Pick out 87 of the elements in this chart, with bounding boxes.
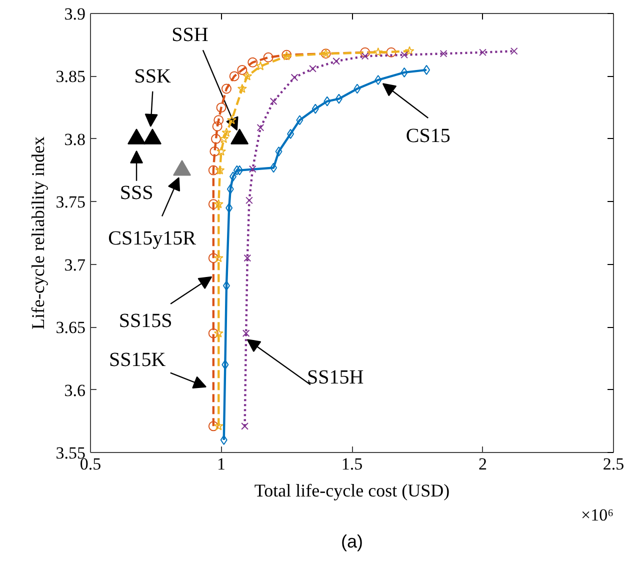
point xyxy=(211,134,222,144)
point xyxy=(386,47,396,58)
point xyxy=(226,202,233,213)
point xyxy=(216,146,226,156)
point xyxy=(246,196,253,204)
point xyxy=(332,57,340,65)
point xyxy=(241,422,248,430)
y-tick-label: 3.8 xyxy=(64,130,86,149)
point xyxy=(208,328,218,338)
point xyxy=(324,96,331,106)
point xyxy=(214,115,224,126)
y-tick-label: 3.85 xyxy=(56,67,86,86)
y-tick-label: 3.6 xyxy=(64,380,86,400)
point xyxy=(233,165,240,176)
y-tick-label: 3.75 xyxy=(56,192,86,212)
annotation: SSH xyxy=(172,24,208,46)
x-axis-title: Total life-cycle cost (USD) xyxy=(254,480,450,500)
y-axis-title: Life-cycle reliability index xyxy=(28,136,48,330)
point xyxy=(214,253,224,262)
point xyxy=(212,121,222,132)
point xyxy=(237,84,247,93)
point xyxy=(221,84,232,94)
point xyxy=(237,64,248,75)
annotation: CS15 xyxy=(406,124,450,147)
point xyxy=(360,47,370,58)
point xyxy=(244,254,252,262)
point xyxy=(214,328,224,338)
point xyxy=(222,280,230,291)
x-tick-label: 2 xyxy=(478,454,487,474)
point xyxy=(296,115,304,126)
point xyxy=(275,146,282,156)
point xyxy=(400,67,408,78)
point xyxy=(404,46,414,56)
y-tick-label: 3.7 xyxy=(64,255,86,274)
point xyxy=(208,165,218,176)
point xyxy=(361,52,369,60)
point xyxy=(256,124,264,132)
point xyxy=(510,47,518,55)
annotation: SS15K xyxy=(109,348,166,371)
point xyxy=(222,128,232,137)
x-tick-label: 2.5 xyxy=(602,454,624,474)
y-tick-label: 3.65 xyxy=(56,318,86,338)
point xyxy=(215,165,225,174)
point xyxy=(214,199,224,208)
x-tick-label: 1 xyxy=(217,454,226,474)
point xyxy=(248,165,256,173)
point xyxy=(242,330,250,338)
annotation: SS15S xyxy=(118,310,172,332)
point xyxy=(309,65,316,72)
point xyxy=(270,162,278,173)
point xyxy=(248,57,258,68)
x-tick-label: 1.5 xyxy=(341,454,363,474)
point xyxy=(423,64,430,75)
point xyxy=(230,172,237,182)
point xyxy=(374,74,382,85)
annotation: SSK xyxy=(134,65,172,88)
point xyxy=(210,146,220,156)
y-tick-label: 3.9 xyxy=(64,4,86,24)
point xyxy=(236,165,244,176)
point xyxy=(287,128,294,139)
point xyxy=(220,434,228,445)
text: (a) xyxy=(341,532,363,552)
annotation: SSS xyxy=(120,182,154,204)
point xyxy=(214,421,224,430)
point xyxy=(219,134,229,144)
point xyxy=(229,71,240,82)
point xyxy=(270,98,278,105)
point xyxy=(335,94,342,104)
point xyxy=(222,360,229,370)
point xyxy=(400,51,408,59)
text: ×10⁶ xyxy=(580,506,614,524)
point xyxy=(208,421,218,432)
point xyxy=(312,104,319,114)
point xyxy=(354,84,361,94)
point xyxy=(216,102,226,113)
point xyxy=(290,74,298,82)
point xyxy=(208,199,218,210)
point xyxy=(242,71,252,80)
annotation: CS15y15R xyxy=(108,227,197,250)
point xyxy=(263,52,274,62)
annotation: SS15H xyxy=(307,366,364,389)
point xyxy=(373,47,383,57)
point xyxy=(226,184,234,194)
point xyxy=(208,253,218,264)
point xyxy=(479,48,486,56)
point xyxy=(440,50,448,58)
point xyxy=(256,61,266,70)
